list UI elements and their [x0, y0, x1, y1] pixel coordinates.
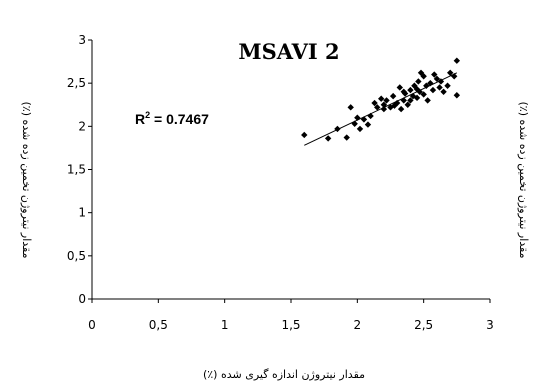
data-point	[324, 135, 332, 142]
data-point	[415, 78, 422, 85]
y-tick-label: 1,5	[67, 163, 86, 177]
data-point	[404, 101, 411, 108]
data-point	[423, 82, 430, 89]
data-point	[427, 79, 434, 87]
data-point	[380, 101, 388, 108]
axes	[88, 39, 491, 303]
trendline	[304, 72, 458, 146]
data-point	[301, 131, 308, 139]
data-point	[424, 97, 431, 104]
x-tick-label: 3	[486, 318, 494, 332]
chart-title: MSAVI 2	[238, 39, 339, 64]
data-point	[416, 88, 423, 95]
y-tick-label: 2,5	[67, 76, 86, 90]
data-point	[444, 82, 451, 89]
data-point	[356, 125, 364, 133]
data-point	[413, 94, 421, 102]
r-squared-label: R2 = 0.7467	[135, 110, 209, 127]
y-axis-label-right: مقدار نیتروژن تخمین زده شده (٪)	[517, 102, 530, 259]
y-tick-labels: 0 0,5 1 1,5 2 2,5 3	[67, 33, 86, 306]
data-point	[400, 97, 407, 104]
x-tick-label: 2,5	[414, 318, 433, 332]
data-point	[417, 69, 425, 77]
x-tick-label: 1	[221, 318, 229, 332]
data-point	[397, 105, 405, 113]
x-tick-label: 0,5	[149, 318, 168, 332]
data-point	[400, 88, 407, 95]
data-point	[453, 57, 461, 64]
data-point	[453, 92, 461, 99]
data-point	[374, 104, 381, 111]
y-tick-label: 3	[78, 33, 86, 47]
data-point	[407, 97, 414, 104]
data-point	[396, 84, 403, 91]
data-point	[433, 75, 441, 83]
y-tick-label: 0,5	[67, 249, 86, 263]
data-point	[347, 104, 354, 111]
data-point	[378, 95, 385, 102]
data-point	[420, 91, 427, 98]
x-tick-label: 2	[354, 318, 362, 332]
data-point	[429, 86, 437, 94]
data-point	[383, 97, 390, 104]
data-point	[367, 112, 374, 120]
data-point	[351, 120, 358, 127]
data-point	[389, 92, 397, 100]
y-tick-label: 1	[78, 206, 86, 220]
data-point	[407, 86, 414, 94]
data-point	[413, 86, 421, 93]
data-point	[364, 121, 372, 128]
data-point	[371, 99, 378, 107]
data-point	[437, 78, 445, 85]
data-point	[440, 88, 447, 95]
data-point	[334, 125, 341, 133]
data-point	[393, 99, 401, 107]
x-tick-label: 1,5	[281, 318, 300, 332]
data-point	[450, 73, 458, 80]
trendline-group	[304, 72, 458, 146]
y-tick-label: 2	[78, 119, 86, 133]
data-point	[436, 84, 443, 91]
y-axis-label-left: مقدار نیتروژن تخمین زده شده (٪)	[20, 102, 33, 259]
data-point	[360, 116, 368, 123]
data-point	[343, 134, 350, 141]
x-axis-label: مقدار نیتروژن اندازه گیری شده (٪)	[203, 368, 365, 381]
data-point	[354, 114, 361, 121]
x-tick-labels: 0 0,5 1 1,5 2 2,5 3	[88, 318, 494, 332]
data-point	[447, 69, 454, 77]
data-point	[420, 73, 427, 80]
data-point	[380, 105, 388, 113]
data-point	[431, 71, 438, 78]
x-tick-label: 0	[88, 318, 96, 332]
y-tick-label: 0	[78, 292, 86, 306]
data-points	[301, 57, 461, 142]
